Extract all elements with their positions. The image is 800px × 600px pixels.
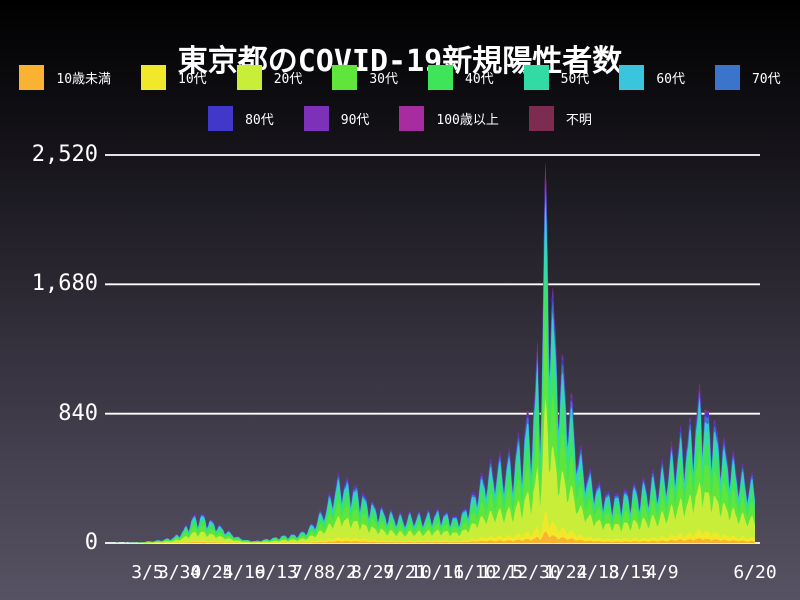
x-tick-label: 12/5 bbox=[479, 562, 524, 583]
legend-item: 50代 bbox=[523, 65, 590, 90]
area-series-6 bbox=[105, 198, 755, 544]
area-layers bbox=[105, 160, 755, 544]
x-tick-label: 4/24 bbox=[190, 562, 234, 583]
legend-label: 20代 bbox=[273, 72, 303, 87]
legend-item: 不明 bbox=[528, 106, 592, 131]
legend-item: 10代 bbox=[141, 65, 207, 90]
legend-label: 50代 bbox=[560, 72, 590, 87]
area-series-10 bbox=[105, 163, 755, 543]
area-series-8 bbox=[105, 169, 755, 544]
area-series-0 bbox=[105, 531, 755, 543]
legend-swatch bbox=[19, 65, 45, 90]
legend-swatch bbox=[141, 65, 167, 90]
x-tick-label: 3/15 bbox=[608, 562, 652, 583]
x-tick-label: 2/18 bbox=[576, 562, 620, 583]
legend-label: 10代 bbox=[178, 72, 207, 87]
x-tick-label: 3/5 bbox=[131, 562, 164, 583]
y-tick-label: 2,520 bbox=[31, 142, 98, 167]
x-tick-label: 12/30 bbox=[506, 562, 561, 583]
legend-item: 80代 bbox=[208, 106, 274, 131]
x-tick-label: 1/24 bbox=[544, 562, 588, 583]
legend-label: 90代 bbox=[340, 113, 370, 128]
x-tick-label: 11/10 bbox=[442, 562, 497, 583]
legend-item: 100歳以上 bbox=[399, 106, 499, 131]
y-tick-label: 0 bbox=[84, 530, 98, 555]
legend-swatch bbox=[236, 65, 262, 90]
legend-item: 30代 bbox=[332, 65, 398, 90]
x-tick-label: 9/21 bbox=[383, 562, 427, 583]
legend-swatch bbox=[208, 106, 234, 131]
legend-item: 60代 bbox=[619, 65, 685, 90]
legend-swatch bbox=[714, 65, 740, 90]
legend-item: 40代 bbox=[428, 65, 494, 90]
legend-swatch bbox=[619, 65, 645, 90]
legend-swatch bbox=[332, 65, 358, 90]
x-tick-label: 6/20 bbox=[733, 562, 777, 583]
legend-swatch bbox=[303, 106, 329, 131]
legend-swatch bbox=[399, 106, 425, 131]
legend-label: 40代 bbox=[465, 72, 494, 87]
legend-label: 70代 bbox=[751, 72, 781, 87]
legend-label: 100歳以上 bbox=[436, 113, 499, 128]
legend-item: 20代 bbox=[236, 65, 303, 90]
legend-item: 10歳未満 bbox=[19, 65, 111, 90]
x-tick-label: 10/16 bbox=[409, 562, 465, 583]
legend-label: 30代 bbox=[369, 72, 398, 87]
legend-swatch bbox=[523, 65, 549, 90]
x-tick-label: 3/30 bbox=[157, 562, 202, 583]
area-series-5 bbox=[105, 221, 755, 543]
legend-item: 90代 bbox=[303, 106, 370, 131]
x-tick-label: 4/9 bbox=[646, 562, 679, 583]
x-tick-label: 8/2 bbox=[324, 562, 357, 583]
legend-row-2: 80代 90代 100歳以上 不明 bbox=[0, 106, 800, 131]
x-tick-label: 7/8 bbox=[292, 562, 325, 583]
y-tick-label: 1,680 bbox=[31, 271, 98, 297]
area-series-9 bbox=[105, 164, 755, 544]
area-series-7 bbox=[105, 181, 755, 543]
legend-item: 70代 bbox=[714, 65, 781, 90]
x-tick-label: 5/19 bbox=[222, 562, 266, 583]
area-series-11 bbox=[105, 160, 755, 543]
legend-swatch bbox=[428, 65, 453, 90]
legend-label: 10歳未満 bbox=[56, 72, 112, 87]
legend-row-1: 10歳未満 10代 20代 30代 40代 50代 60代 70代 bbox=[0, 65, 800, 90]
legend-label: 80代 bbox=[245, 113, 274, 128]
legend-label: 不明 bbox=[565, 113, 592, 128]
x-tick-label: 6/13 bbox=[254, 562, 298, 583]
legend-swatch bbox=[528, 106, 554, 131]
x-tick-label: 8/27 bbox=[351, 562, 395, 583]
y-tick-label: 840 bbox=[58, 400, 98, 426]
legend-label: 60代 bbox=[656, 72, 685, 87]
area-series-2 bbox=[105, 397, 755, 543]
